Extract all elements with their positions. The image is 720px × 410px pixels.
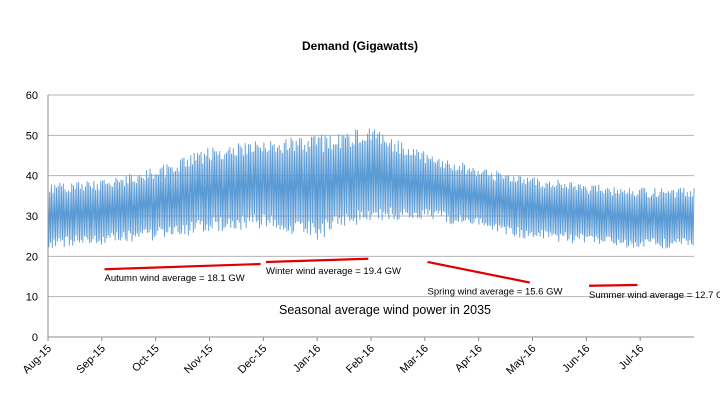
y-tick-label: 10 — [26, 292, 38, 304]
x-tick-label: Apr-16 — [453, 343, 485, 375]
y-tick-label: 50 — [26, 130, 38, 142]
wind-average-label: Autumn wind average = 18.1 GW — [105, 273, 245, 284]
demand-line — [47, 128, 695, 249]
wind-average-annotations: Autumn wind average = 18.1 GW Winter wind… — [104, 257, 720, 301]
x-tick-label: Aug-15 — [21, 343, 55, 377]
chart-title: Demand (Gigawatts) — [302, 39, 418, 53]
y-tick-label: 20 — [26, 251, 38, 263]
x-tick-label: Jun-16 — [560, 343, 592, 375]
x-tick-label: Jul-16 — [617, 343, 647, 373]
x-tick-label: May-16 — [504, 343, 538, 377]
x-tick-label: Jan-16 — [291, 343, 323, 375]
x-tick-label: Dec-15 — [236, 343, 270, 377]
x-tick-label: Oct-15 — [130, 343, 162, 375]
x-tick-label: Mar-16 — [398, 343, 431, 376]
y-tick-label: 0 — [32, 332, 38, 344]
wind-average-line — [104, 262, 261, 271]
wind-average-line — [589, 283, 638, 287]
x-tick-label: Nov-15 — [182, 343, 216, 377]
y-tick-label: 60 — [26, 90, 38, 102]
demand-series — [47, 128, 695, 249]
x-tick-label: Sep-15 — [74, 343, 108, 377]
y-tick-label: 30 — [26, 211, 38, 223]
seasonal-wind-annotation: Seasonal average wind power in 2035 — [279, 303, 491, 317]
wind-average-line — [265, 257, 369, 264]
y-tick-label: 40 — [26, 171, 38, 183]
wind-average-label: Summer wind average = 12.7 GW — [589, 290, 720, 301]
wind-average-label: Winter wind average = 19.4 GW — [266, 266, 401, 277]
wind-average-label: Spring wind average = 15.6 GW — [428, 287, 563, 298]
wind-average-line — [427, 260, 531, 284]
x-tick-label: Feb-16 — [344, 343, 377, 376]
